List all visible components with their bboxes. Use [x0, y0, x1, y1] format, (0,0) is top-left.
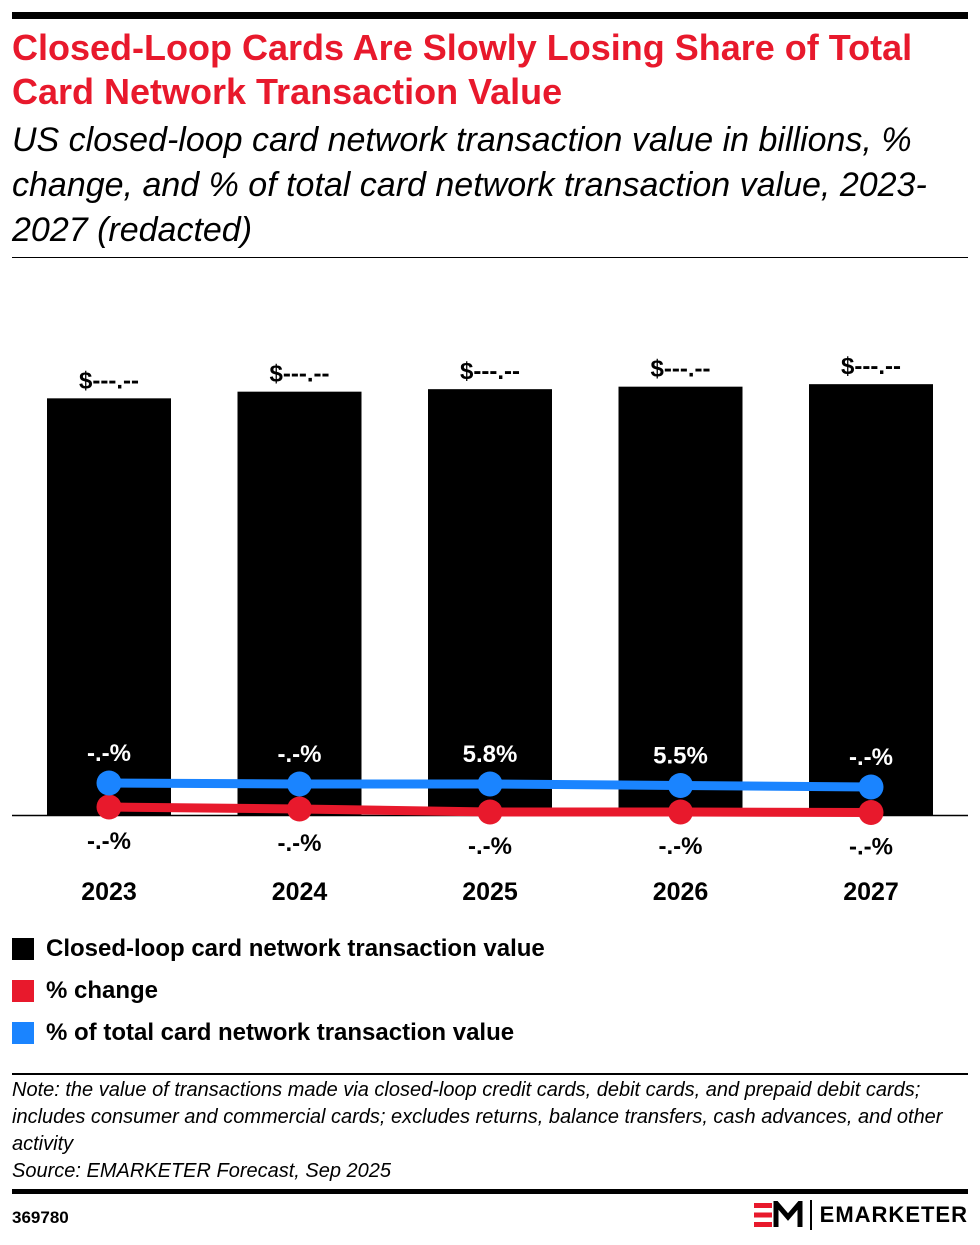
brand-name: EMARKETER	[819, 1202, 968, 1227]
legend-item-value: Closed-loop card network transaction val…	[12, 928, 545, 970]
x-tick-2023: 2023	[81, 878, 137, 906]
share-point-2026	[668, 773, 693, 798]
top-rule	[12, 12, 968, 19]
bar-2023	[47, 398, 171, 815]
share-label-2024: -.-%	[278, 741, 322, 768]
legend-label-share: % of total card network transaction valu…	[46, 1019, 515, 1046]
legend-swatch-change	[12, 980, 34, 1002]
chart-subtitle: US closed-loop card network transaction …	[12, 121, 927, 249]
change-point-2023	[96, 794, 122, 820]
bar-label-2023: $---.--	[79, 367, 139, 394]
chart-note: Note: the value of transactions made via…	[12, 1077, 962, 1185]
chart-title: Closed-Loop Cards Are Slowly Losing Shar…	[12, 27, 913, 112]
bar-2026	[618, 386, 743, 815]
x-tick-2027: 2027	[843, 878, 899, 906]
change-label-2023: -.-%	[87, 828, 131, 855]
share-label-2023: -.-%	[87, 740, 131, 767]
bar-label-2026: $---.--	[651, 356, 711, 383]
legend-swatch-value	[12, 938, 34, 960]
change-point-2026	[668, 799, 693, 825]
bar-label-2024: $---.--	[270, 361, 330, 388]
share-point-2027	[858, 774, 884, 800]
share-point-2025	[477, 771, 503, 797]
bar-2025	[428, 389, 552, 815]
change-label-2027: -.-%	[849, 834, 893, 861]
title-divider	[12, 257, 968, 258]
change-point-2024	[287, 796, 312, 822]
source-text: Source: EMARKETER Forecast, Sep 2025	[12, 1160, 392, 1182]
bar-2024	[237, 391, 362, 815]
share-point-2024	[287, 771, 312, 797]
legend: Closed-loop card network transaction val…	[12, 928, 545, 1054]
legend-item-share: % of total card network transaction valu…	[12, 1012, 545, 1054]
share-label-2025: 5.8%	[463, 741, 518, 768]
combo-chart: $---.-- $---.-- $---.-- $---.-- $---.-- -.-% -…	[12, 353, 968, 906]
bar-2027	[809, 384, 933, 815]
brand-separator	[809, 1200, 812, 1230]
x-tick-2025: 2025	[462, 878, 518, 906]
emarketer-logo-icon	[753, 1201, 803, 1227]
share-point-2023	[96, 770, 122, 796]
change-label-2024: -.-%	[278, 830, 322, 857]
change-point-2027	[858, 800, 884, 825]
legend-swatch-share	[12, 1022, 34, 1044]
bar-label-2027: $---.--	[841, 353, 901, 380]
note-divider	[12, 1073, 968, 1075]
brand-logo: EMARKETER	[753, 1200, 968, 1230]
bottom-rule	[12, 1189, 968, 1194]
legend-label-value: Closed-loop card network transaction val…	[46, 935, 545, 962]
change-point-2025	[477, 799, 503, 825]
bar-label-2025: $---.--	[460, 358, 520, 385]
legend-item-change: % change	[12, 970, 545, 1012]
x-tick-2026: 2026	[653, 878, 709, 906]
legend-label-change: % change	[46, 977, 159, 1004]
share-label-2026: 5.5%	[653, 743, 708, 770]
note-text: Note: the value of transactions made via…	[12, 1079, 943, 1155]
chart-id: 369780	[12, 1208, 69, 1227]
change-label-2025: -.-%	[468, 833, 512, 860]
change-label-2026: -.-%	[659, 833, 703, 860]
x-tick-2024: 2024	[272, 878, 328, 906]
share-label-2027: -.-%	[849, 744, 893, 771]
